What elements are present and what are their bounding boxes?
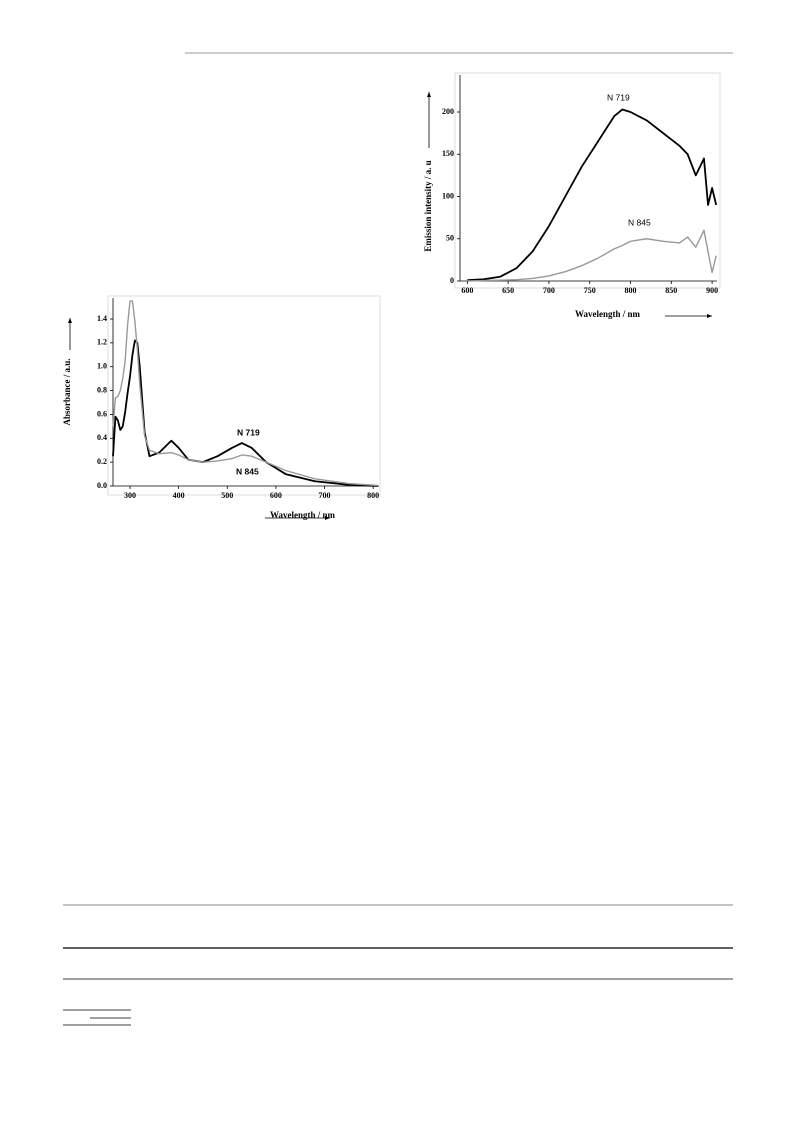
y-tick-label: 1.0 (97, 362, 107, 371)
y-tick-label: 1.4 (97, 314, 107, 323)
series-label: N 845 (628, 217, 651, 227)
x-tick-label: 650 (502, 286, 514, 295)
x-tick-label: 700 (543, 286, 555, 295)
x-arrow-head (707, 314, 712, 318)
y-axis-title: Emission intensity / a. u (423, 160, 433, 251)
x-tick-label: 800 (625, 286, 637, 295)
x-axis-title: Wavelength / nm (270, 510, 336, 520)
series-label: N 719 (237, 427, 260, 437)
series-line (112, 339, 379, 487)
plot-frame (454, 72, 721, 289)
y-tick-label: 50 (446, 234, 454, 243)
x-tick-label: 900 (706, 286, 718, 295)
x-tick-label: 600 (461, 286, 473, 295)
x-tick-label: 400 (173, 491, 185, 500)
x-tick-label: 800 (367, 491, 379, 500)
plot-frame (107, 295, 381, 496)
x-tick-label: 300 (124, 491, 136, 500)
x-arrow-head (325, 516, 330, 520)
y-tick-label: 0 (450, 276, 454, 285)
series-line (467, 229, 717, 282)
y-tick-label: 0.6 (97, 409, 107, 418)
y-tick-label: 150 (442, 149, 454, 158)
y-arrow-head (68, 318, 72, 323)
y-tick-label: 1.2 (97, 338, 107, 347)
y-tick-label: 200 (442, 107, 454, 116)
series-label: N 719 (607, 92, 630, 102)
series-label: N 845 (236, 466, 259, 476)
series-line (112, 300, 379, 487)
x-axis-title: Wavelength / nm (575, 309, 641, 319)
y-tick-label: 0.2 (97, 457, 107, 466)
y-tick-label: 100 (442, 191, 454, 200)
y-tick-label: 0.4 (97, 433, 107, 442)
x-tick-label: 500 (221, 491, 233, 500)
y-arrow-head (427, 92, 431, 97)
y-tick-label: 0.8 (97, 385, 107, 394)
x-tick-label: 600 (270, 491, 282, 500)
x-tick-label: 700 (319, 491, 331, 500)
x-tick-label: 750 (584, 286, 596, 295)
y-tick-label: 0.0 (97, 481, 107, 490)
y-axis-title: Absorbance / a.u. (62, 358, 72, 425)
x-tick-label: 850 (665, 286, 677, 295)
series-line (467, 108, 718, 282)
